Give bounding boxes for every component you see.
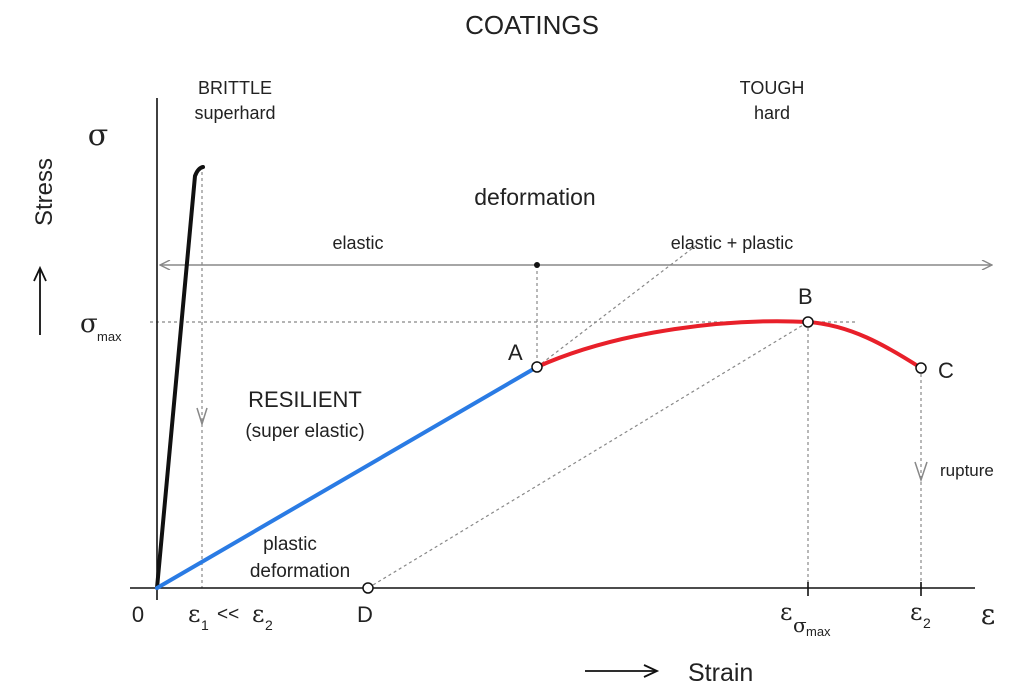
eps-sigma-max-label: ε σ max [780, 598, 831, 639]
elastic-label: elastic [332, 233, 383, 253]
resilient-curve [155, 365, 539, 590]
rupture-down-arrow [914, 461, 928, 483]
curve-points [362, 316, 927, 594]
brittle-down-arrow [196, 407, 208, 427]
point-d-label: D [357, 602, 373, 627]
y-axis-symbol: σ [88, 118, 108, 153]
elastic-limit-dot [534, 262, 540, 268]
point-c-label: C [938, 358, 954, 383]
eps-smax-sub2: max [806, 624, 831, 639]
unload-guide [367, 321, 809, 589]
eps-smax-sub1: σ [793, 613, 807, 637]
point-a-label: A [508, 340, 523, 365]
hard-label: hard [754, 103, 790, 123]
point-b-marker [802, 316, 814, 328]
deformation-label: deformation [474, 184, 595, 210]
sigma-max-label: σ max [80, 309, 122, 344]
sigma-max-main: σ [80, 309, 98, 339]
x-axis-symbol: ε [981, 598, 996, 631]
eps-smax-main: ε [780, 598, 792, 626]
y-axis-label: Stress [31, 158, 58, 226]
eps1-eps2-label: ε 1 << ε 2 [188, 600, 273, 633]
point-b-label: B [798, 284, 813, 309]
point-d-marker [362, 582, 374, 594]
eps2-c-label: ε 2 [910, 598, 931, 631]
plastic-deformation-label: deformation [250, 561, 350, 582]
resilient-label: RESILIENT [248, 387, 362, 412]
rupture-label: rupture [940, 461, 994, 480]
plastic-label: plastic [263, 534, 317, 555]
eps1-sub: 1 [201, 617, 209, 633]
eps1-main: ε [188, 600, 200, 628]
eps2b-main: ε [910, 598, 922, 626]
eps2b-sub: 2 [923, 615, 931, 631]
brittle-curve [155, 165, 205, 590]
x-axis-arrow [585, 664, 660, 678]
diagram-title: COATINGS [465, 10, 599, 40]
tough-curve [535, 319, 923, 370]
x-axis-label: Strain [688, 659, 753, 687]
eps2-main: ε [252, 600, 264, 628]
super-elastic-label: (super elastic) [245, 421, 364, 442]
sigma-max-sub: max [97, 329, 122, 344]
elastic-plastic-label: elastic + plastic [671, 233, 794, 253]
point-a-marker [531, 361, 543, 373]
eps2-sub: 2 [265, 617, 273, 633]
eps-compare: << [217, 604, 239, 625]
tough-label: TOUGH [740, 78, 805, 98]
brittle-label: BRITTLE [198, 78, 272, 98]
superhard-label: superhard [194, 103, 275, 123]
origin-label: 0 [132, 602, 144, 627]
y-axis-arrow [33, 265, 47, 335]
point-c-marker [915, 362, 927, 374]
a-slope-guide [536, 243, 699, 368]
